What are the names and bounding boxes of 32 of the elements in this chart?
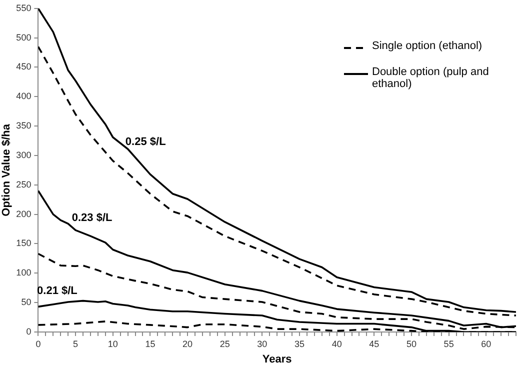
x-tick-label: 15 bbox=[145, 338, 156, 349]
legend-label: Single option (ethanol) bbox=[372, 40, 482, 52]
x-tick-label: 20 bbox=[182, 338, 193, 349]
y-tick-label: 150 bbox=[16, 238, 32, 248]
x-tick-label: 30 bbox=[257, 338, 268, 349]
y-tick-label: 350 bbox=[16, 120, 32, 131]
x-tick-label: 10 bbox=[108, 338, 118, 349]
x-tick-label: 35 bbox=[294, 338, 305, 349]
y-tick-label: 100 bbox=[16, 268, 32, 278]
y-tick-label: 500 bbox=[16, 32, 32, 42]
y-axis-title: Option Value $/ha bbox=[0, 123, 13, 216]
x-tick-label: 50 bbox=[406, 338, 416, 349]
x-tick-label: 40 bbox=[332, 338, 342, 349]
x-tick-label: 60 bbox=[481, 338, 492, 349]
y-tick-label: 200 bbox=[16, 208, 32, 219]
y-tick-label: 550 bbox=[16, 2, 32, 13]
x-tick-label: 55 bbox=[444, 338, 454, 349]
annotation: 0.21 $/L bbox=[37, 285, 78, 297]
annotation: 0.23 $/L bbox=[72, 212, 112, 224]
y-tick-label: 250 bbox=[16, 179, 32, 190]
x-tick-label: 45 bbox=[369, 338, 380, 349]
y-tick-label: 50 bbox=[21, 297, 32, 308]
x-tick-label: 5 bbox=[73, 338, 78, 349]
y-tick-label: 0 bbox=[26, 326, 32, 336]
legend-label: Double option (pulp and ethanol) bbox=[372, 66, 490, 90]
y-tick-label: 400 bbox=[16, 91, 32, 102]
x-tick-label: 0 bbox=[36, 338, 41, 349]
x-axis-title: Years bbox=[262, 353, 292, 366]
annotation: 0.25 $/L bbox=[125, 136, 166, 148]
y-tick-label: 300 bbox=[16, 150, 32, 160]
y-tick-label: 450 bbox=[16, 62, 32, 72]
x-tick-label: 25 bbox=[220, 338, 230, 349]
